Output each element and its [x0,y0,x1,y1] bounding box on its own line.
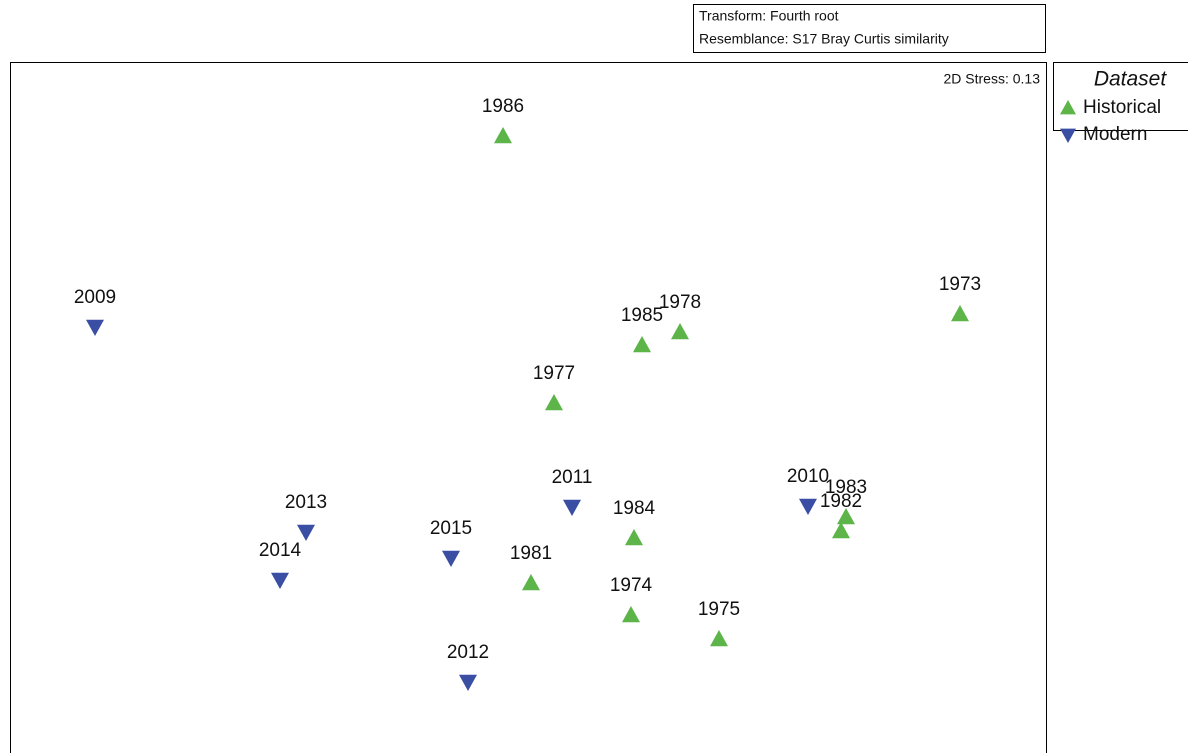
point [522,574,540,591]
annotation-box [693,4,1046,53]
stress-label: 2D Stress: 0.13 [944,71,1041,87]
point-label: 2012 [447,642,489,663]
point-label: 2010 [787,466,829,487]
legend-marker [1060,100,1076,115]
point-label: 1982 [820,491,862,512]
point-label: 1981 [510,543,552,564]
annotation: Transform: Fourth root [699,8,839,24]
point [625,529,643,546]
point [442,550,460,567]
legend-label: Modern [1083,124,1147,145]
point [622,606,640,623]
point [951,305,969,322]
legend-box [1053,62,1188,131]
point-label: 1983 [825,477,867,498]
point-label: 1975 [698,599,740,620]
legend-label: Historical [1083,97,1161,118]
legend-title: Dataset [1094,68,1168,91]
point-label: 1974 [610,575,653,596]
point [86,319,104,336]
point-label: 1984 [613,498,656,519]
point [459,674,477,691]
point-label: 2013 [285,492,327,513]
point-label: 1973 [939,274,981,295]
point-label: 1978 [659,292,701,313]
point [837,508,855,525]
point-label: 2014 [259,540,302,561]
point [710,630,728,647]
point [799,498,817,515]
legend-marker [1060,128,1076,143]
plot-frame [10,62,1047,753]
point-label: 2015 [430,518,472,539]
point-label: 1977 [533,363,575,384]
point [271,572,289,589]
point-label: 1985 [621,305,663,326]
point [297,524,315,541]
annotation: Resemblance: S17 Bray Curtis similarity [699,31,949,47]
point [563,499,581,516]
point [832,522,850,539]
point [494,127,512,144]
point [671,323,689,340]
point-label: 2011 [552,467,593,488]
point-label: 1986 [482,96,524,117]
point [633,336,651,353]
point [545,394,563,411]
point-label: 2009 [74,287,116,308]
